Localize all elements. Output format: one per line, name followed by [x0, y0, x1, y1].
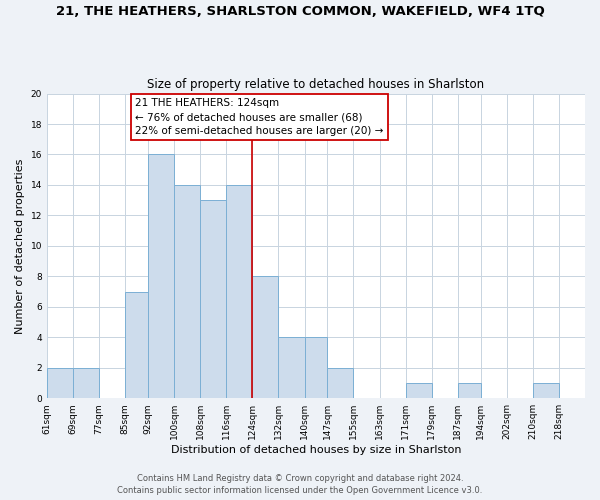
Bar — [278, 338, 305, 398]
Bar — [305, 338, 328, 398]
Bar — [148, 154, 174, 398]
Title: Size of property relative to detached houses in Sharlston: Size of property relative to detached ho… — [148, 78, 485, 91]
Bar — [226, 185, 253, 398]
Bar — [406, 383, 432, 398]
Bar — [47, 368, 73, 398]
Bar — [174, 185, 200, 398]
Bar — [200, 200, 226, 398]
X-axis label: Distribution of detached houses by size in Sharlston: Distribution of detached houses by size … — [171, 445, 461, 455]
Bar — [253, 276, 278, 398]
Text: 21 THE HEATHERS: 124sqm
← 76% of detached houses are smaller (68)
22% of semi-de: 21 THE HEATHERS: 124sqm ← 76% of detache… — [135, 98, 383, 136]
Bar — [328, 368, 353, 398]
Bar — [73, 368, 99, 398]
Y-axis label: Number of detached properties: Number of detached properties — [15, 158, 25, 334]
Bar — [458, 383, 481, 398]
Bar — [533, 383, 559, 398]
Text: Contains HM Land Registry data © Crown copyright and database right 2024.
Contai: Contains HM Land Registry data © Crown c… — [118, 474, 482, 495]
Text: 21, THE HEATHERS, SHARLSTON COMMON, WAKEFIELD, WF4 1TQ: 21, THE HEATHERS, SHARLSTON COMMON, WAKE… — [56, 5, 544, 18]
Bar — [125, 292, 148, 398]
